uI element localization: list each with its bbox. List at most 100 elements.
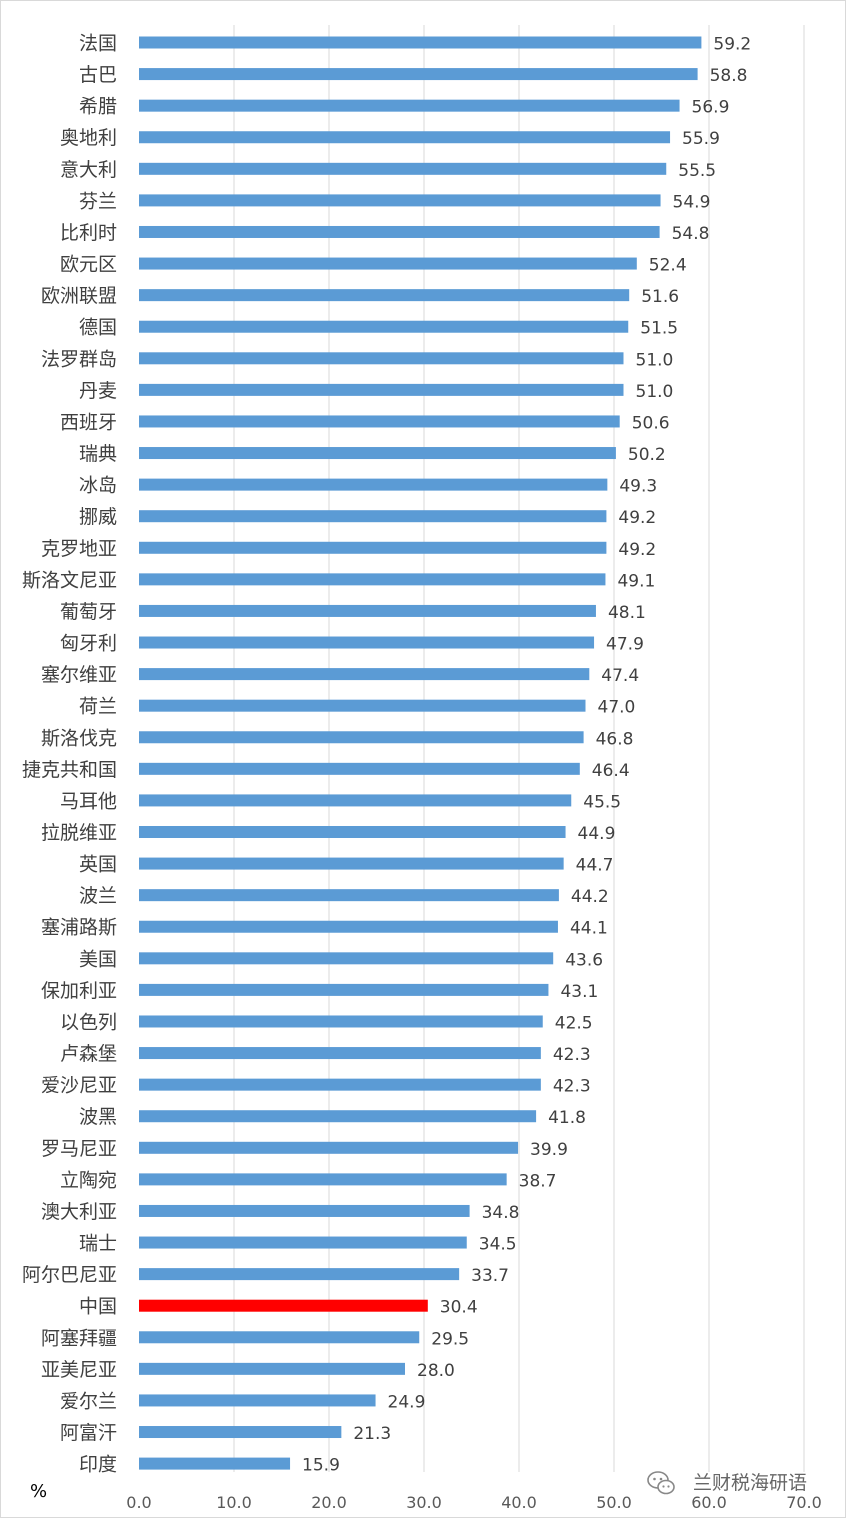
x-tick-label: 30.0 xyxy=(406,1493,442,1512)
bar xyxy=(139,541,607,554)
bar xyxy=(139,1015,543,1028)
bar xyxy=(139,573,606,586)
bar xyxy=(139,352,624,365)
watermark: 兰财税海研语 xyxy=(647,1471,807,1495)
category-label: 英国 xyxy=(79,854,117,876)
gridlines xyxy=(233,25,805,1472)
category-label: 阿尔巴尼亚 xyxy=(22,1264,117,1286)
data-label: 50.6 xyxy=(632,413,670,433)
data-label: 49.1 xyxy=(617,571,655,591)
category-label: 捷克共和国 xyxy=(22,759,117,781)
bar xyxy=(139,162,667,175)
wechat-icon xyxy=(647,1471,675,1495)
bar xyxy=(139,383,624,396)
data-label: 54.8 xyxy=(672,224,710,244)
x-tick-label: 20.0 xyxy=(311,1493,347,1512)
category-label: 奥地利 xyxy=(60,127,117,149)
bar xyxy=(139,794,572,807)
data-label: 38.7 xyxy=(519,1171,557,1191)
bar xyxy=(139,1426,342,1439)
bar xyxy=(139,889,559,902)
category-label: 波黑 xyxy=(79,1106,117,1128)
data-label: 58.8 xyxy=(710,66,748,86)
bar xyxy=(139,447,616,460)
bar xyxy=(139,1457,291,1470)
data-label: 49.2 xyxy=(618,508,656,528)
category-label: 希腊 xyxy=(79,96,117,118)
category-label: 德国 xyxy=(79,317,117,339)
data-label: 48.1 xyxy=(608,603,646,623)
category-label: 欧元区 xyxy=(60,254,117,276)
bar xyxy=(139,1299,428,1312)
category-label: 意大利 xyxy=(60,159,117,181)
category-label: 卢森堡 xyxy=(60,1043,117,1065)
bar xyxy=(139,920,558,933)
category-label: 荷兰 xyxy=(79,696,117,718)
category-label: 法罗群岛 xyxy=(41,348,117,370)
category-label: 爱沙尼亚 xyxy=(41,1075,117,1097)
category-label: 立陶宛 xyxy=(60,1169,117,1191)
category-label: 法国 xyxy=(79,33,117,55)
category-label: 罗马尼亚 xyxy=(41,1138,117,1160)
bar xyxy=(139,1078,541,1091)
bar xyxy=(139,131,671,144)
data-label: 34.5 xyxy=(479,1235,517,1255)
bar xyxy=(139,510,607,523)
data-label: 44.1 xyxy=(570,919,608,939)
data-label: 42.5 xyxy=(555,1013,593,1033)
bar xyxy=(139,731,584,744)
bar xyxy=(139,225,660,238)
data-label: 43.6 xyxy=(565,950,603,970)
data-label: 46.8 xyxy=(596,729,634,749)
category-label: 塞尔维亚 xyxy=(41,664,117,686)
bar xyxy=(139,478,608,491)
bar xyxy=(139,1331,420,1344)
bar xyxy=(139,668,590,681)
category-label: 亚美尼亚 xyxy=(41,1359,117,1381)
data-label: 42.3 xyxy=(553,1045,591,1065)
data-label: 44.9 xyxy=(578,824,616,844)
category-label: 斯洛文尼亚 xyxy=(22,569,117,591)
x-tick-label: 10.0 xyxy=(216,1493,252,1512)
category-label: 匈牙利 xyxy=(60,633,117,655)
data-label: 44.2 xyxy=(571,887,609,907)
bar xyxy=(139,68,698,81)
data-label: 30.4 xyxy=(440,1298,478,1318)
category-label: 阿塞拜疆 xyxy=(41,1327,117,1349)
category-label: 瑞典 xyxy=(79,443,117,465)
category-label: 克罗地亚 xyxy=(41,538,117,560)
category-label: 西班牙 xyxy=(60,411,117,433)
x-tick-label: 60.0 xyxy=(691,1493,727,1512)
data-label: 39.9 xyxy=(530,1140,568,1160)
category-label: 欧洲联盟 xyxy=(41,285,117,307)
data-label: 44.7 xyxy=(576,856,614,876)
bar xyxy=(139,1268,460,1281)
bar xyxy=(139,1047,541,1060)
bar xyxy=(139,320,629,333)
bar xyxy=(139,762,580,775)
data-label: 54.9 xyxy=(673,192,711,212)
bar xyxy=(139,36,702,49)
data-label: 29.5 xyxy=(431,1329,469,1349)
data-label: 50.2 xyxy=(628,445,666,465)
bar xyxy=(139,636,595,649)
category-label: 葡萄牙 xyxy=(60,601,117,623)
category-labels: 法国古巴希腊奥地利意大利芬兰比利时欧元区欧洲联盟德国法罗群岛丹麦西班牙瑞典冰岛挪… xyxy=(22,33,117,1476)
data-label: 49.3 xyxy=(619,477,657,497)
data-label: 45.5 xyxy=(583,792,621,812)
category-label: 以色列 xyxy=(60,1011,117,1033)
category-label: 印度 xyxy=(79,1454,117,1476)
value-labels: 59.2 58.8 56.9 55.9 55.5 54.9 54.8 52.4 51.6 51.5… xyxy=(302,35,751,1476)
x-axis-ticks: 0.0 10.0 20.0 30.0 40.0 50.0 60.0 70.0 xyxy=(126,1493,822,1512)
data-label: 56.9 xyxy=(692,98,730,118)
category-label: 爱尔兰 xyxy=(60,1390,117,1412)
data-label: 55.9 xyxy=(682,129,720,149)
category-label: 拉脱维亚 xyxy=(41,822,117,844)
x-tick-label: 70.0 xyxy=(786,1493,822,1512)
bar xyxy=(139,99,680,112)
bar xyxy=(139,289,630,302)
bar xyxy=(139,1204,470,1217)
category-label: 美国 xyxy=(79,948,117,970)
data-label: 43.1 xyxy=(560,982,598,1002)
